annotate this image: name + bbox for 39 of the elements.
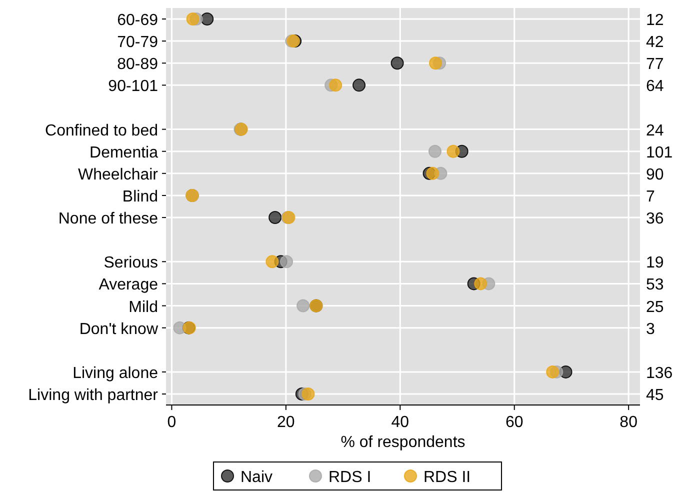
x-tick-label: 60 <box>505 414 524 431</box>
legend-label: RDS I <box>328 469 372 486</box>
y-tick-label: Average <box>98 276 158 294</box>
x-tick-label: 20 <box>277 414 295 431</box>
legend-label: Naiv <box>240 469 273 486</box>
y2-tick-label: 3 <box>646 320 655 338</box>
y2-tick-label: 45 <box>646 387 664 404</box>
y2-tick-label: 24 <box>646 122 664 140</box>
y-tick-label: Living with partner <box>28 387 159 404</box>
y-tick-label: Wheelchair <box>78 166 159 184</box>
y2-tick-label: 19 <box>646 254 664 272</box>
y2-tick-label: 25 <box>646 298 664 316</box>
y2-tick-label: 53 <box>646 276 664 294</box>
y2-tick-label: 42 <box>646 34 664 52</box>
x-tick-label: 40 <box>391 414 410 431</box>
y-tick-label: Dementia <box>90 144 158 162</box>
y2-tick-label: 136 <box>646 364 673 382</box>
y-tick-label: 70-79 <box>117 34 158 52</box>
y-tick-label: 80-89 <box>117 56 158 74</box>
y-tick-label: Serious <box>104 254 158 272</box>
x-tick-label: 80 <box>620 414 638 431</box>
y2-tick-label: 12 <box>646 12 664 29</box>
x-tick-label: 0 <box>167 414 176 431</box>
y-tick-label: 90-101 <box>108 78 158 96</box>
y-tick-label: 60-69 <box>117 12 158 29</box>
y-tick-label: Blind <box>122 188 158 206</box>
y-tick-label: Mild <box>128 298 158 316</box>
y-tick-label: None of these <box>58 210 158 228</box>
y-tick-label: Confined to bed <box>45 122 158 140</box>
y2-tick-label: 36 <box>646 210 664 228</box>
y-tick-label: Living alone <box>72 364 158 382</box>
y2-tick-label: 7 <box>646 188 655 206</box>
y2-tick-label: 77 <box>646 56 664 74</box>
y2-tick-label: 101 <box>646 144 673 162</box>
y2-tick-label: 90 <box>646 166 664 184</box>
y2-tick-label: 64 <box>646 78 664 96</box>
legend-label: RDS II <box>424 469 471 486</box>
x-axis-title: % of respondents <box>340 434 466 451</box>
y-tick-label: Don't know <box>79 320 158 338</box>
